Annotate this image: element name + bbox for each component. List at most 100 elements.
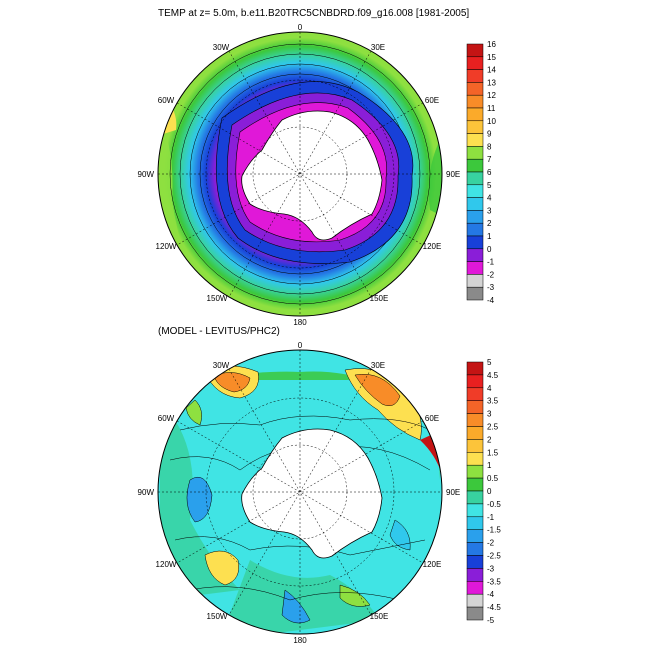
bottom-colorbar-swatch xyxy=(466,490,484,505)
top-lon-90e: 90E xyxy=(446,170,460,179)
bottom-colorbar-label: 1.5 xyxy=(487,448,499,457)
bottom-lon-180: 180 xyxy=(293,636,307,645)
bottom-colorbar-swatch xyxy=(466,542,484,556)
bottom-colorbar-label: 3 xyxy=(487,410,492,419)
top-lon-180: 180 xyxy=(293,318,307,327)
top-lon-120w: 120W xyxy=(156,242,177,251)
bottom-colorbar-label: -2.5 xyxy=(487,552,501,561)
bottom-colorbar-label: -3 xyxy=(487,564,495,573)
antarctica-landmass-bottom xyxy=(241,428,383,559)
top-lon-150e: 150E xyxy=(370,294,389,303)
top-map-title: TEMP at z= 5.0m, b.e11.B20TRC5CNBDRD.f09… xyxy=(158,8,470,19)
top-colorbar-label: 8 xyxy=(487,142,492,151)
bottom-polar-map xyxy=(157,349,443,635)
top-colorbar-label: 9 xyxy=(487,130,492,139)
top-lon-0: 0 xyxy=(298,23,303,32)
top-lon-labels: 0 30E 60E 90E 120E 150E 180 150W 120W 90… xyxy=(138,23,461,327)
bottom-colorbar-swatch xyxy=(466,581,484,595)
top-colorbar-swatch xyxy=(466,56,484,70)
top-colorbar-label: 15 xyxy=(487,53,496,62)
bottom-lon-60w: 60W xyxy=(158,414,175,423)
bottom-colorbar-label: -2 xyxy=(487,539,495,548)
bottom-colorbar-label: -0.5 xyxy=(487,500,501,509)
top-colorbar-swatch xyxy=(466,94,484,109)
bottom-lon-120e: 120E xyxy=(423,560,442,569)
bottom-colorbar-swatch xyxy=(466,516,484,530)
top-colorbar-label: -1 xyxy=(487,258,495,267)
top-colorbar-label: 11 xyxy=(487,104,496,113)
top-colorbar-label: 2 xyxy=(487,219,492,228)
top-colorbar-swatch xyxy=(466,158,484,173)
top-colorbar-swatch xyxy=(466,171,484,186)
top-colorbar-label: 16 xyxy=(487,40,496,49)
top-colorbar-label: 1 xyxy=(487,232,492,241)
top-colorbar-swatch xyxy=(466,222,484,237)
bottom-colorbar-swatch xyxy=(466,464,484,479)
bottom-lon-150e: 150E xyxy=(370,612,389,621)
bottom-colorbar-label: 5 xyxy=(487,358,492,367)
bottom-colorbar-swatch xyxy=(466,400,484,414)
bottom-lon-120w: 120W xyxy=(156,560,177,569)
top-colorbar-label: 14 xyxy=(487,66,496,75)
top-colorbar-swatch xyxy=(466,82,484,96)
bottom-colorbar-swatch xyxy=(466,568,484,582)
top-colorbar-swatch xyxy=(466,235,484,250)
bottom-colorbar-swatch xyxy=(466,374,484,389)
top-colorbar-swatch xyxy=(466,248,484,262)
bottom-colorbar-swatch xyxy=(466,503,484,518)
top-colorbar-swatch xyxy=(466,286,484,301)
bottom-colorbar-swatch xyxy=(466,413,484,427)
bottom-colorbar-label: -1 xyxy=(487,513,495,522)
top-colorbar-label: -4 xyxy=(487,296,495,305)
top-colorbar-label: 6 xyxy=(487,168,492,177)
bottom-colorbar-label: 4 xyxy=(487,384,492,393)
top-colorbar-label: 3 xyxy=(487,206,492,215)
top-lon-30w: 30W xyxy=(213,43,230,52)
bottom-colorbar-label: 0.5 xyxy=(487,474,499,483)
top-colorbar-swatch xyxy=(466,43,484,58)
top-lon-90w: 90W xyxy=(138,170,155,179)
top-colorbar-label: 10 xyxy=(487,117,496,126)
top-lon-60w: 60W xyxy=(158,96,175,105)
bottom-lon-150w: 150W xyxy=(207,612,228,621)
bottom-colorbar-label: -5 xyxy=(487,616,495,625)
bottom-colorbar-label: -4 xyxy=(487,590,495,599)
bottom-colorbar: 5 4.5 4 3.5 3 2.5 2 1.5 1 0.5 0 -0.5 -1 -1.5 -2 -2.5 -3 -… xyxy=(466,358,501,625)
bottom-colorbar-label: 3.5 xyxy=(487,397,499,406)
bottom-colorbar-label: 4.5 xyxy=(487,371,499,380)
bottom-colorbar-swatch xyxy=(466,426,484,440)
top-polar-map xyxy=(157,31,443,317)
top-colorbar-swatch xyxy=(466,197,484,211)
top-lon-30e: 30E xyxy=(371,43,385,52)
top-colorbar-swatch xyxy=(466,146,484,160)
bottom-map-title: (MODEL - LEVITUS/PHC2) xyxy=(158,326,280,337)
bottom-lon-0: 0 xyxy=(298,341,303,350)
bottom-colorbar-label: 0 xyxy=(487,487,492,496)
top-colorbar-swatch xyxy=(466,133,484,147)
bottom-colorbar-swatch xyxy=(466,439,484,453)
bottom-colorbar-label: 2 xyxy=(487,435,492,444)
top-colorbar-label: 12 xyxy=(487,91,496,100)
bottom-lon-30w: 30W xyxy=(213,361,230,370)
bottom-lon-60e: 60E xyxy=(425,414,439,423)
top-lon-120e: 120E xyxy=(423,242,442,251)
top-colorbar-label: 4 xyxy=(487,194,492,203)
top-colorbar-swatch xyxy=(466,69,484,83)
top-colorbar-swatch xyxy=(466,107,484,122)
bottom-colorbar-swatch xyxy=(466,606,484,621)
top-colorbar-label: -3 xyxy=(487,283,495,292)
bottom-colorbar-label: -1.5 xyxy=(487,526,501,535)
bottom-colorbar-swatch xyxy=(466,529,484,543)
bottom-colorbar-swatch xyxy=(466,555,484,569)
bottom-colorbar-swatch xyxy=(466,361,484,376)
antarctica-landmass xyxy=(241,110,383,241)
top-colorbar-swatch xyxy=(466,274,484,288)
bottom-colorbar-label: 1 xyxy=(487,461,492,470)
top-colorbar-swatch xyxy=(466,184,484,198)
bottom-colorbar-label: -3.5 xyxy=(487,577,501,586)
top-colorbar-swatch xyxy=(466,261,484,275)
top-lon-60e: 60E xyxy=(425,96,439,105)
bottom-colorbar-swatch xyxy=(466,477,484,492)
